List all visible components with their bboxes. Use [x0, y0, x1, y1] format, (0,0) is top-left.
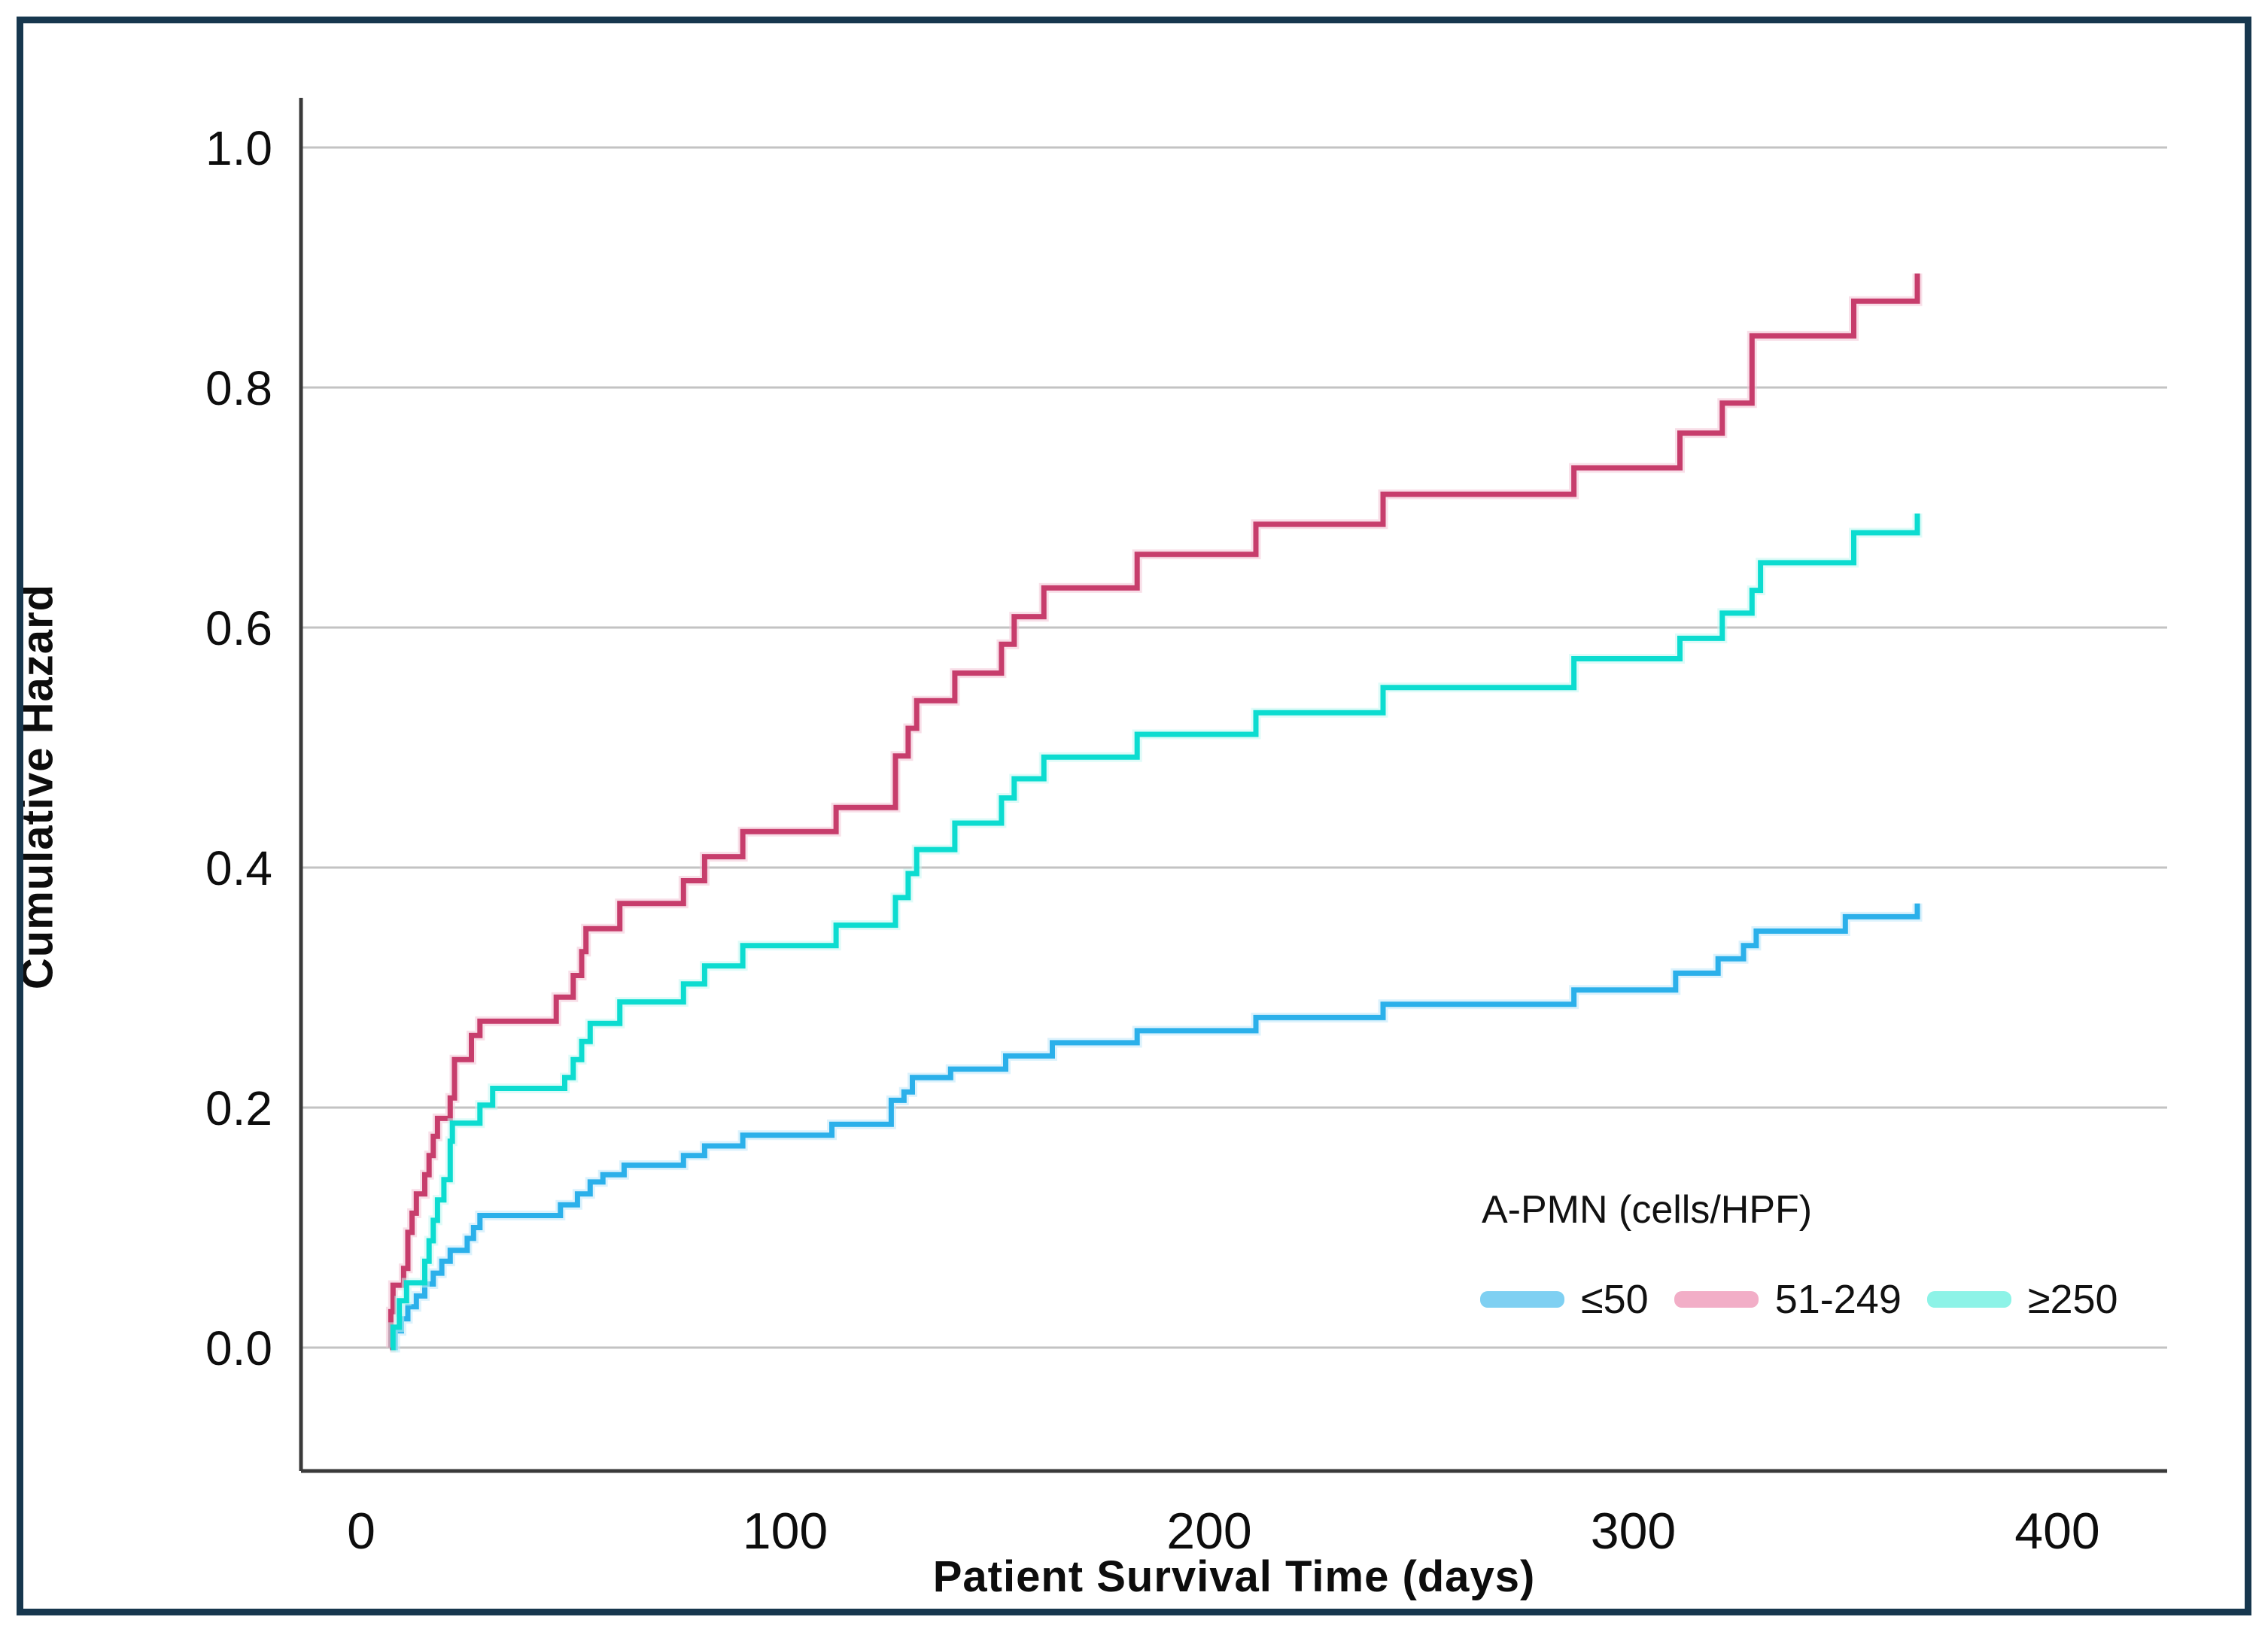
- y-tick-0.8: 0.8: [205, 361, 272, 415]
- series-line-≤50: [391, 903, 1920, 1351]
- legend-item-le50: ≤50: [1480, 1276, 1674, 1323]
- x-tick-100: 100: [743, 1503, 828, 1560]
- x-tick-200: 200: [1166, 1503, 1251, 1560]
- x-axis-title: Patient Survival Time (days): [932, 1552, 1536, 1601]
- legend-swatch-le50: [1480, 1291, 1564, 1308]
- legend-swatch-51-249: [1674, 1291, 1759, 1308]
- x-tick-0: 0: [347, 1503, 375, 1560]
- legend: A-PMN (cells/HPF) ≤50 51-249 ≥250: [1480, 1187, 2195, 1323]
- legend-label-51-249: 51-249: [1774, 1277, 1902, 1322]
- y-tick-0.4: 0.4: [205, 841, 272, 895]
- legend-swatch-ge250: [1926, 1291, 2011, 1308]
- series-line-≥250: [390, 513, 1920, 1351]
- y-tick-0.6: 0.6: [205, 601, 272, 655]
- x-tick-300: 300: [1591, 1503, 1676, 1560]
- x-tick-400: 400: [2014, 1503, 2099, 1560]
- legend-label-ge250: ≥250: [2027, 1277, 2118, 1322]
- y-axis-title: Cumulative Hazard: [13, 583, 62, 990]
- legend-item-ge250: ≥250: [1926, 1276, 2144, 1323]
- y-tick-0.0: 0.0: [205, 1321, 272, 1375]
- legend-items: ≤50 51-249 ≥250: [1480, 1276, 2195, 1323]
- series-line-51-249: [388, 273, 1920, 1351]
- legend-item-51-249: 51-249: [1674, 1276, 1927, 1323]
- y-tick-1.0: 1.0: [205, 121, 272, 175]
- legend-label-le50: ≤50: [1581, 1277, 1649, 1322]
- legend-title: A-PMN (cells/HPF): [1482, 1188, 1813, 1232]
- y-tick-0.2: 0.2: [205, 1081, 272, 1135]
